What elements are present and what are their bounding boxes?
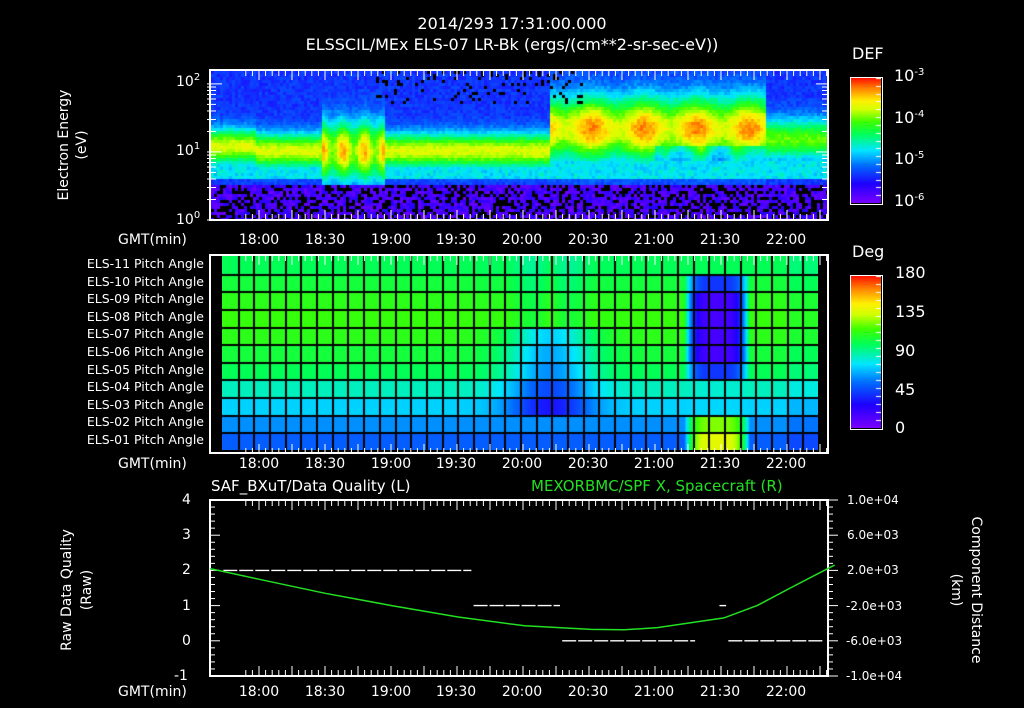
time-tick-label: 22:00 xyxy=(765,684,807,700)
time-tick-label: 18:00 xyxy=(238,232,280,248)
colorbar-deg-tick-135: 135 xyxy=(895,302,926,321)
time-tick-label: 18:00 xyxy=(238,684,280,700)
pitch-angle-row-label: ELS-11 Pitch Angle xyxy=(86,256,204,271)
pitch-angle-row-label: ELS-05 Pitch Angle xyxy=(86,361,204,377)
line-ylabel-right-unit: (km) xyxy=(948,573,964,607)
colorbar-deg-tick-90: 90 xyxy=(895,341,916,360)
colorbar-def xyxy=(851,78,881,203)
time-tick-label: 19:00 xyxy=(370,456,412,472)
time-tick-label: 21:00 xyxy=(633,232,675,248)
left-axis-tick: 1 xyxy=(182,597,191,614)
pitch-angle-row-label: ELS-08 Pitch Angle xyxy=(86,308,204,324)
time-axis-label: GMT(min) xyxy=(118,232,187,248)
pitch-angle-row-label: ELS-09 Pitch Angle xyxy=(86,291,204,307)
colorbar-deg-title: Deg xyxy=(852,242,885,261)
pitch-angle-row-label: ELS-07 Pitch Angle xyxy=(86,326,204,342)
line-title-left: SAF_BXuT/Data Quality (L) xyxy=(211,477,411,495)
line-frame xyxy=(209,499,829,677)
time-tick-label: 19:00 xyxy=(370,684,412,700)
pitch-angle-row-label: ELS-04 Pitch Angle xyxy=(86,379,204,395)
ytick-1e1: 101 xyxy=(176,141,201,160)
time-tick-label: 19:00 xyxy=(370,232,412,248)
pitch-angle-row-label: ELS-06 Pitch Angle xyxy=(86,344,204,359)
pitch-angle-row-label: ELS-01 Pitch Angle xyxy=(86,432,204,447)
time-tick-label: 18:30 xyxy=(304,684,346,700)
time-tick-label: 20:30 xyxy=(567,456,609,472)
plot-subtitle: ELSSCIL/MEx ELS-07 LR-Bk (ergs/(cm**2-sr… xyxy=(305,35,719,54)
colorbar-def-title: DEF xyxy=(852,44,884,63)
time-tick-label: 20:30 xyxy=(567,232,609,248)
spacecraft-x-line xyxy=(209,564,835,631)
ytick-1e2: 102 xyxy=(176,72,201,91)
spectrogram-image xyxy=(211,71,827,219)
colorbar-def-tick-1: 10-4 xyxy=(894,108,925,127)
right-axis-tick: 1.0e+04 xyxy=(847,493,899,507)
pitch-angle-frame xyxy=(209,254,829,454)
left-axis-tick: 0 xyxy=(182,632,191,649)
plot-timestamp: 2014/293 17:31:00.000 xyxy=(417,14,607,33)
time-tick-label: 21:00 xyxy=(633,456,675,472)
time-axis-label-2: GMT(min) xyxy=(118,456,187,472)
time-axis-label-3: GMT(min) xyxy=(118,684,187,700)
pitch-angle-image xyxy=(222,256,818,450)
left-axis-tick: 3 xyxy=(182,527,191,544)
time-tick-label: 20:00 xyxy=(501,684,543,700)
left-axis-tick: 2 xyxy=(182,562,191,579)
colorbar-deg-tick-180: 180 xyxy=(895,263,926,282)
right-axis-tick: -1.0e+04 xyxy=(846,669,903,683)
colorbar-def-tick-2: 10-5 xyxy=(894,149,925,168)
time-tick-label: 20:00 xyxy=(501,232,543,248)
line-ylabel-left-unit: (Raw) xyxy=(79,569,95,611)
colorbar-def-tick-0: 10-3 xyxy=(894,66,925,85)
line-ylabel-left: Raw Data Quality xyxy=(59,529,75,651)
time-tick-label: 20:00 xyxy=(501,456,543,472)
line-title-right: MEXORBMC/SPF X, Spacecraft (R) xyxy=(531,477,783,495)
line-ylabel-right: Component Distance xyxy=(968,516,984,664)
time-tick-label: 22:00 xyxy=(765,456,807,472)
colorbar-def-tick-3: 10-6 xyxy=(894,191,925,210)
colorbar-deg-tick-0: 0 xyxy=(895,418,906,437)
pitch-angle-row-label: ELS-02 Pitch Angle xyxy=(86,414,204,430)
right-axis-tick: -2.0e+03 xyxy=(846,598,903,613)
right-axis-tick: -6.0e+03 xyxy=(846,633,903,648)
time-tick-label: 18:00 xyxy=(238,456,280,472)
time-tick-label: 20:30 xyxy=(567,684,609,700)
time-tick-label: 21:30 xyxy=(699,684,741,700)
right-axis-tick: 2.0e+03 xyxy=(847,563,899,578)
ytick-1e0: 100 xyxy=(176,210,201,229)
right-axis-tick: 6.0e+03 xyxy=(847,528,899,543)
colorbar-def-frame xyxy=(850,77,883,205)
time-tick-label: 19:30 xyxy=(435,684,477,700)
colorbar-deg-frame xyxy=(850,275,883,430)
time-tick-label: 21:30 xyxy=(699,456,741,472)
time-tick-label: 18:30 xyxy=(304,232,346,248)
time-tick-label: 19:30 xyxy=(435,232,477,248)
time-tick-label: 18:30 xyxy=(304,456,346,472)
time-tick-label: 21:30 xyxy=(699,232,741,248)
colorbar-deg xyxy=(851,276,881,428)
pitch-angle-row-label: ELS-03 Pitch Angle xyxy=(86,396,204,412)
pitch-angle-row-label: ELS-10 Pitch Angle xyxy=(86,273,204,289)
left-axis-tick: 4 xyxy=(182,492,191,508)
time-tick-label: 22:00 xyxy=(765,232,807,248)
time-tick-label: 19:30 xyxy=(435,456,477,472)
time-tick-label: 21:00 xyxy=(633,684,675,700)
colorbar-deg-tick-45: 45 xyxy=(895,380,916,399)
spectrogram-frame xyxy=(209,69,829,221)
left-axis-tick: -1 xyxy=(174,668,188,684)
